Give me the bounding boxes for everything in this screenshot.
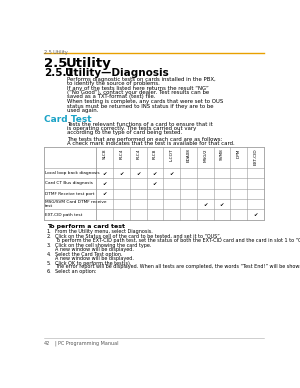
Text: PLC4: PLC4	[119, 148, 124, 159]
Text: SLC8: SLC8	[103, 148, 107, 159]
Text: DPM: DPM	[237, 148, 241, 158]
Text: A new window will be displayed.: A new window will be displayed.	[55, 256, 134, 261]
Text: Card Test: Card Test	[44, 115, 91, 124]
Text: A new window will be displayed.: A new window will be displayed.	[55, 247, 134, 252]
Text: Click on the cell showing the card type.: Click on the cell showing the card type.	[55, 243, 152, 248]
Text: status must be returned to INS status if they are to be: status must be returned to INS status if…	[67, 104, 214, 109]
Text: Utility: Utility	[65, 57, 111, 70]
Text: ✔: ✔	[119, 171, 124, 175]
Text: ✔: ✔	[103, 181, 107, 186]
Text: MSG/SVM Card DTMF receive: MSG/SVM Card DTMF receive	[45, 200, 107, 204]
Text: according to the type of card being tested.: according to the type of card being test…	[67, 130, 182, 135]
Text: DTMF Receive test port: DTMF Receive test port	[45, 192, 94, 196]
Text: |: |	[55, 341, 56, 346]
Text: ✔: ✔	[169, 171, 174, 175]
Text: When testing is complete, any cards that were set to OUS: When testing is complete, any cards that…	[67, 99, 223, 104]
Text: to identify the source of problems.: to identify the source of problems.	[67, 81, 160, 86]
Text: If any of the tests listed here returns the result “NG”: If any of the tests listed here returns …	[67, 86, 209, 91]
Bar	[44, 147, 264, 220]
Text: A check mark indicates that the test is available for that card.: A check mark indicates that the test is …	[67, 141, 235, 146]
Text: ✔: ✔	[220, 202, 224, 207]
Text: test: test	[45, 204, 53, 208]
Text: 2.: 2.	[47, 234, 51, 239]
Text: 2.5 Utility: 2.5 Utility	[44, 50, 68, 55]
Text: saved as a TXT-format (text) file.: saved as a TXT-format (text) file.	[67, 94, 155, 99]
Text: Local loop back diagnosis: Local loop back diagnosis	[45, 171, 100, 175]
Text: EXT-CID path test: EXT-CID path test	[45, 213, 82, 217]
Text: ✔: ✔	[153, 171, 157, 175]
Text: (“No Good”), contact your dealer. Test results can be: (“No Good”), contact your dealer. Test r…	[67, 90, 209, 95]
Text: Click on the Status cell of the card to be tested, and set it to “OUS”.: Click on the Status cell of the card to …	[55, 234, 222, 239]
Text: From the Utility menu, select Diagnosis.: From the Utility menu, select Diagnosis.	[55, 229, 153, 234]
Text: used again.: used again.	[67, 108, 98, 113]
Text: Select the Card Test option.: Select the Card Test option.	[55, 252, 123, 257]
Text: Card CT Bus diagnosis: Card CT Bus diagnosis	[45, 182, 93, 185]
Text: The tests that are performed on each card are as follows:: The tests that are performed on each car…	[67, 137, 222, 142]
Text: SVM8: SVM8	[220, 148, 224, 160]
Text: 5.: 5.	[47, 261, 51, 266]
Text: Click OK to perform the test(s).: Click OK to perform the test(s).	[55, 261, 132, 266]
Text: ✔: ✔	[103, 171, 107, 175]
Text: 4.: 4.	[47, 252, 51, 257]
Text: PC Programming Manual: PC Programming Manual	[58, 341, 118, 346]
Text: Utility—Diagnosis: Utility—Diagnosis	[65, 68, 169, 78]
Text: ✔: ✔	[153, 181, 157, 186]
Text: Tests the relevant functions of a card to ensure that it: Tests the relevant functions of a card t…	[67, 122, 213, 127]
Text: 2.5: 2.5	[44, 57, 67, 70]
Text: To perform a card test: To perform a card test	[47, 223, 125, 229]
Text: ✔: ✔	[103, 191, 107, 196]
Text: 6.: 6.	[47, 270, 51, 274]
Text: PLC4: PLC4	[136, 148, 140, 159]
Text: Select an option:: Select an option:	[55, 270, 97, 274]
Text: 1.: 1.	[47, 229, 51, 234]
Text: EXT-CID: EXT-CID	[254, 148, 257, 165]
Text: Performs diagnostic tests on cards installed in the PBX,: Performs diagnostic tests on cards insta…	[67, 76, 216, 81]
Text: 3.: 3.	[47, 243, 51, 248]
Text: EDA08: EDA08	[187, 148, 190, 162]
Text: The error report will be displayed. When all tests are completed, the words “Tes: The error report will be displayed. When…	[55, 265, 300, 270]
Text: is operating correctly. The tests carried out vary: is operating correctly. The tests carrie…	[67, 126, 196, 131]
Text: To perform the EXT-CID path test, set the status of both the EXT-CID card and th: To perform the EXT-CID path test, set th…	[55, 238, 300, 243]
Text: MSG/2: MSG/2	[203, 148, 207, 162]
Text: ✔: ✔	[136, 171, 140, 175]
Text: 42: 42	[44, 341, 50, 346]
Text: L-COT: L-COT	[170, 148, 174, 161]
Text: ✔: ✔	[203, 202, 207, 207]
Text: ✔: ✔	[253, 212, 258, 217]
Text: 2.5.1: 2.5.1	[44, 68, 74, 78]
Text: PLC8: PLC8	[153, 148, 157, 159]
